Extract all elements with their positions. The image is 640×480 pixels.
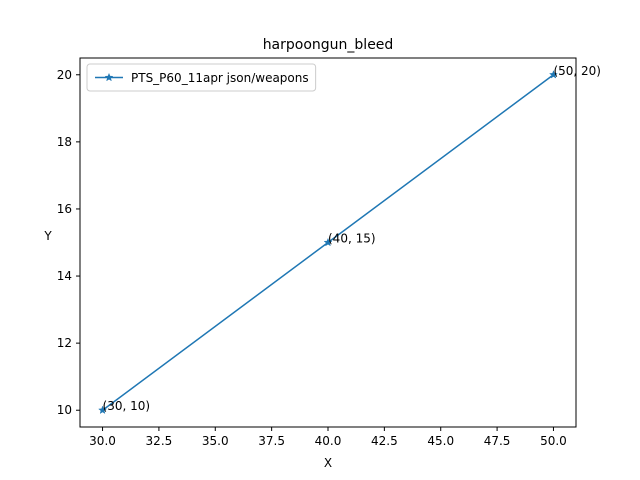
y-tick-label: 20 <box>57 68 72 82</box>
y-tick-label: 10 <box>57 403 72 417</box>
legend-box <box>86 63 317 92</box>
chart-title: harpoongun_bleed <box>263 37 394 53</box>
x-tick-label: 37.5 <box>258 434 285 448</box>
x-tick-label: 50.0 <box>540 434 567 448</box>
x-axis-label: X <box>324 456 332 470</box>
data-label: (50, 20) <box>553 64 601 78</box>
legend-label: PTS_P60_11apr json/weapons <box>131 71 309 85</box>
x-tick-label: 42.5 <box>371 434 398 448</box>
y-tick-label: 12 <box>57 336 72 350</box>
x-tick-label: 30.0 <box>89 434 116 448</box>
data-point-marker <box>98 405 108 415</box>
annotations: (30, 10) (40, 15) (50, 20) <box>103 64 601 413</box>
y-tick-label: 14 <box>57 269 72 283</box>
series-layer <box>98 70 558 415</box>
data-point-marker <box>548 70 558 79</box>
legend-marker <box>104 72 114 82</box>
y-tick-label: 16 <box>57 202 72 216</box>
y-axis-label: Y <box>43 229 52 243</box>
y-tick-label: 18 <box>57 135 72 149</box>
x-tick-label: 45.0 <box>427 434 454 448</box>
axis-ticks: 30.0 32.5 35.0 37.5 40.0 42.5 45.0 47.5 50.0 10 12… <box>57 68 567 448</box>
x-tick-label: 40.0 <box>315 434 342 448</box>
x-tick-label: 47.5 <box>484 434 511 448</box>
legend: PTS_P60_11apr json/weapons <box>86 63 317 92</box>
data-point-marker <box>323 237 333 247</box>
data-label: (30, 10) <box>103 399 151 413</box>
data-label: (40, 15) <box>328 232 376 246</box>
x-tick-label: 32.5 <box>146 434 173 448</box>
x-tick-label: 35.0 <box>202 434 229 448</box>
plot-frame <box>79 57 577 428</box>
